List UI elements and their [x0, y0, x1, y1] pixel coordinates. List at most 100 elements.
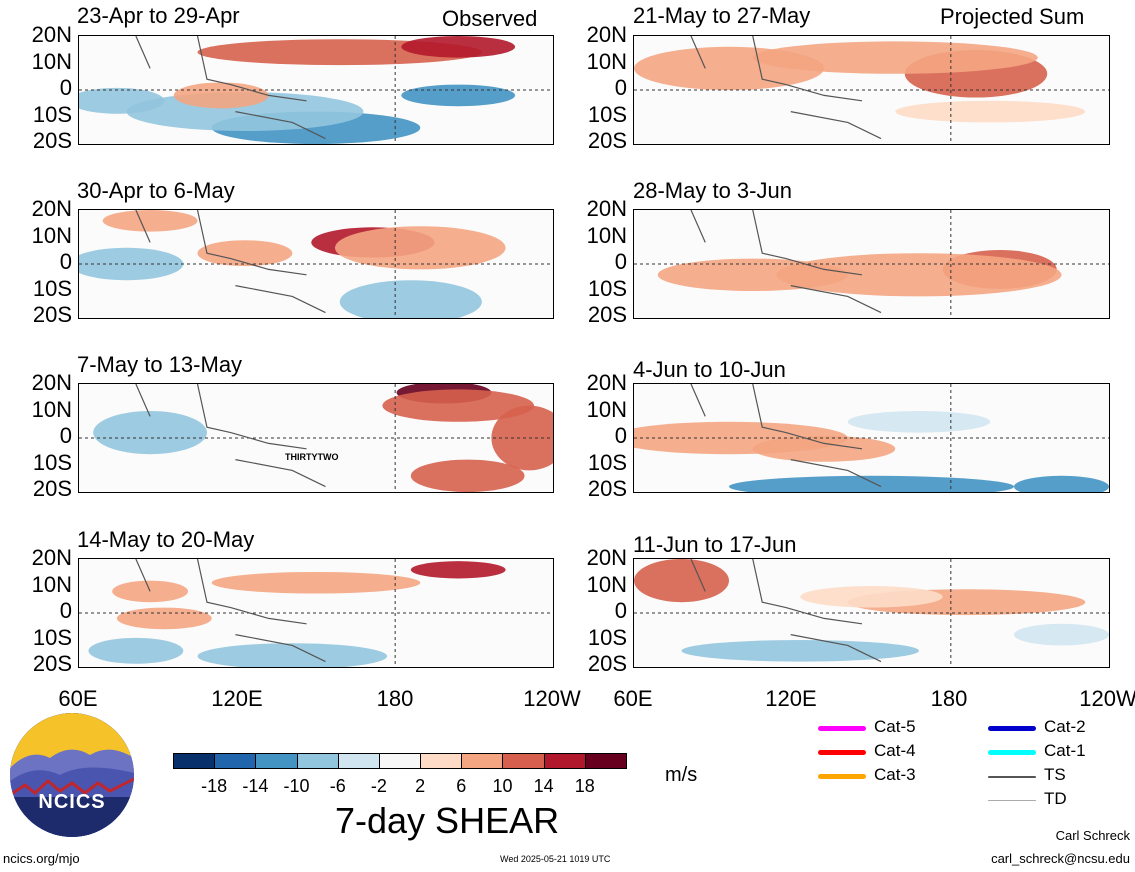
y-tick-label: 10N [586, 396, 627, 422]
panel-title-proj-3: 4-Jun to 10-Jun [633, 357, 786, 382]
y-tick-label: 20S [587, 651, 627, 676]
y-tick-label: 20N [31, 545, 72, 570]
heatmap-field [79, 384, 553, 492]
shear-contour [729, 475, 1014, 492]
colorbar-swatch [255, 753, 298, 769]
legend-label: Cat-1 [1044, 741, 1086, 760]
shear-contour [102, 210, 198, 232]
shear-contour [116, 607, 212, 630]
legend-line [818, 774, 866, 779]
coastline [690, 36, 882, 140]
projected-label: Projected Sum [940, 4, 1085, 29]
shear-contour [491, 405, 553, 471]
y-tick-label: 0 [59, 423, 72, 448]
y-tick-label: 20S [32, 128, 72, 153]
footer-url[interactable]: ncics.org/mjo [3, 851, 80, 866]
colorbar-swatch [543, 753, 586, 769]
shear-contour [1014, 623, 1109, 646]
shear-contour [401, 36, 516, 58]
colorbar-swatch [173, 753, 216, 769]
heatmap-field [79, 559, 553, 667]
y-tick-label: 20S [587, 128, 627, 153]
coastline [135, 384, 326, 488]
shear-contour [79, 247, 184, 281]
footer-author: Carl Schreck [1055, 828, 1130, 843]
shear-contour [1014, 475, 1109, 492]
legend-line [988, 776, 1036, 778]
panel-title-obs-2: 30-Apr to 6-May [77, 178, 235, 203]
colorbar-swatch [502, 753, 545, 769]
heatmap-field [634, 36, 1109, 144]
units-label: m/s [665, 764, 698, 786]
y-tick-label: 10N [586, 222, 627, 248]
x-tick-label: 120E [211, 686, 263, 711]
shear-contour [93, 411, 207, 455]
x-tick-label: 120W [523, 686, 581, 711]
panel-title-proj-4: 11-Jun to 17-Jun [633, 532, 797, 557]
shear-contour [634, 559, 729, 603]
shear-contour [401, 84, 516, 107]
footer-timestamp: Wed 2025-05-21 1019 UTC [500, 854, 611, 864]
y-tick-label: 20N [31, 196, 72, 221]
shear-contour [847, 411, 991, 433]
y-tick-label: 0 [614, 598, 627, 623]
y-tick-label: 10S [587, 449, 627, 475]
y-tick-label: 10S [32, 449, 72, 475]
y-tick-label: 10S [32, 101, 72, 127]
heatmap-panel-proj-3 [633, 383, 1110, 493]
y-tick-label: 0 [59, 75, 72, 100]
shear-contour [410, 561, 506, 579]
colorbar-swatch [296, 753, 339, 769]
coastline [135, 210, 326, 314]
shear-contour [634, 46, 824, 90]
colorbar-label: 6 [456, 776, 467, 796]
heatmap-field [634, 384, 1109, 492]
panel-title-proj-2: 28-May to 3-Jun [633, 178, 792, 203]
logo-text: NCICS [38, 791, 106, 813]
shear-contour [211, 571, 421, 594]
y-tick-label: 20S [32, 302, 72, 327]
shear-contour [197, 643, 388, 667]
panel-title-obs-1: 23-Apr to 29-Apr [77, 3, 240, 28]
shear-contour [382, 389, 535, 422]
y-tick-label: 20S [587, 302, 627, 327]
coastline [690, 210, 882, 314]
shear-contour [657, 258, 848, 291]
y-tick-label: 20S [32, 476, 72, 501]
logo-graphic [10, 713, 134, 837]
y-tick-label: 10S [587, 624, 627, 650]
y-tick-label: 0 [614, 75, 627, 100]
legend-line [988, 726, 1036, 731]
legend-label: Cat-4 [874, 741, 916, 760]
heatmap-panel-proj-1 [633, 35, 1110, 145]
heatmap-field [79, 210, 553, 318]
legend-line [818, 726, 866, 731]
heatmap-panel-obs-2 [78, 209, 554, 319]
colorbar-label: -18 [201, 776, 228, 796]
y-tick-label: 0 [59, 598, 72, 623]
footer-email[interactable]: carl_schreck@ncsu.edu [991, 851, 1130, 866]
chart-title: 7-day SHEAR [335, 800, 560, 841]
colorbar-label: -14 [242, 776, 269, 796]
y-tick-label: 20S [587, 476, 627, 501]
panel-title-obs-4: 14-May to 20-May [77, 527, 255, 552]
y-tick-label: 10S [587, 101, 627, 127]
coastline [135, 36, 326, 140]
y-tick-label: 20N [31, 370, 72, 395]
legend-label: TS [1044, 765, 1066, 784]
legend-label: Cat-3 [874, 765, 916, 784]
y-tick-label: 0 [614, 423, 627, 448]
colorbar-swatch [337, 753, 380, 769]
y-tick-label: 10N [31, 48, 72, 74]
storm-label: THIRTYTWO [285, 452, 339, 462]
colorbar-label: 18 [574, 776, 595, 796]
colorbar-swatch [378, 753, 422, 769]
colorbar-label: 10 [492, 776, 513, 796]
panel-title-proj-1: 21-May to 27-May [633, 3, 811, 28]
observed-label: Observed [442, 6, 538, 31]
heatmap-panel-obs-4 [78, 558, 554, 668]
legend-line [818, 750, 866, 755]
x-tick-label: 120W [1079, 686, 1135, 711]
coastline [690, 384, 882, 488]
panel-title-obs-3: 7-May to 13-May [77, 352, 243, 377]
